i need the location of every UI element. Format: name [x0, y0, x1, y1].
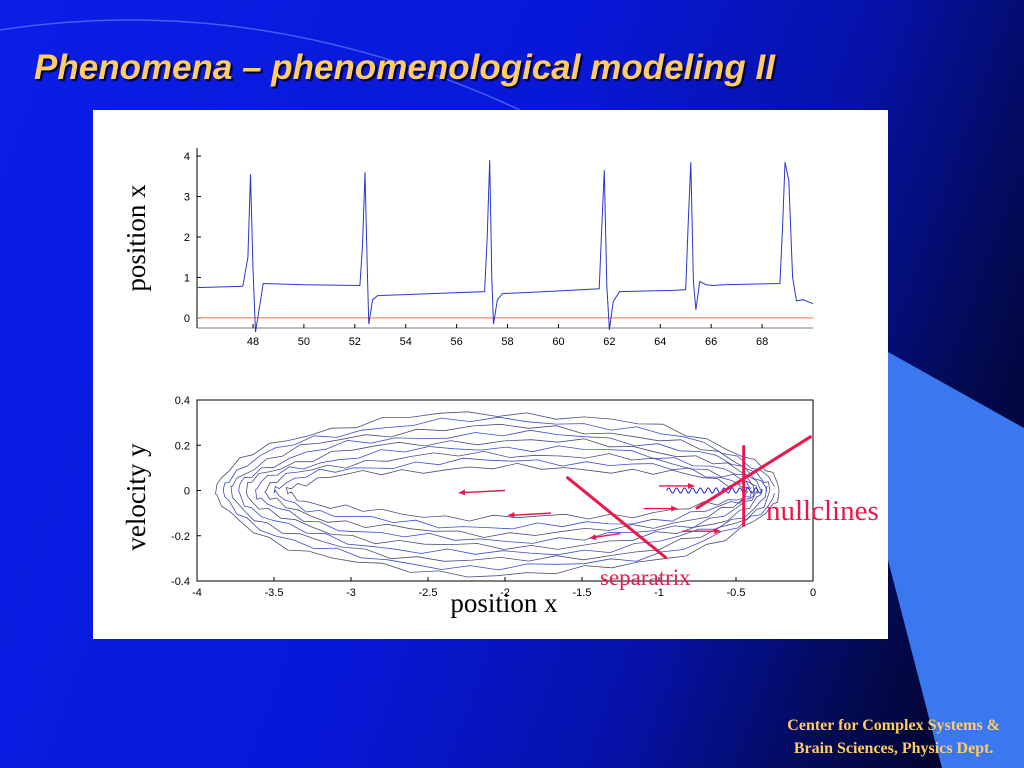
chart2-flow-arrowhead	[508, 512, 515, 519]
footer-line-2: Brain Sciences, Physics Dept.	[793, 740, 994, 757]
chart2-orbit	[238, 429, 768, 556]
chart1-x-tick-label: 52	[349, 336, 361, 348]
chart1-series-line	[196, 160, 814, 333]
chart1-y-tick-label: 4	[184, 151, 190, 163]
chart1-y-axis-label: position x	[121, 184, 151, 292]
chart2-flow-arrowhead	[714, 528, 721, 535]
chart1-x-tick-label: 60	[552, 336, 564, 348]
chart2-x-tick-label: -0.5	[727, 587, 746, 599]
chart2-flow-arrowhead	[688, 482, 695, 489]
chart2-flow-arrow	[458, 489, 506, 494]
chart2-orbit	[264, 450, 755, 538]
chart2-flow-arrowhead	[589, 534, 597, 541]
chart1-x-tick-label: 54	[400, 336, 412, 348]
slide-title: Phenomena – phenomenological modeling II	[34, 48, 775, 87]
nullclines-label: nullclines	[766, 495, 879, 527]
chart1-x-tick-label: 64	[654, 336, 666, 348]
chart2-orbit	[255, 445, 758, 544]
background-swoosh	[0, 19, 521, 111]
footer-line-1: Center for Complex Systems &	[787, 717, 1000, 734]
chart2-flow-arrowhead	[671, 505, 678, 512]
chart2-orbit	[285, 462, 749, 522]
separatrix-label: separatrix	[600, 565, 691, 590]
chart1-x-tick-label: 66	[705, 336, 717, 348]
chart1-x-tick-label: 50	[298, 336, 310, 348]
chart2-nullcline-diagonal-line	[695, 434, 813, 510]
chart2-orbit	[230, 423, 771, 562]
chart2-y-axis-label: velocity y	[121, 443, 151, 551]
chart2-y-tick-label: -0.2	[171, 531, 190, 543]
chart2-x-tick-label: -3.5	[265, 587, 284, 599]
chart2-x-tick-label: -3	[346, 587, 356, 599]
figure-svg: 0 1 2 3 4 48 50 52 54 56 58 60 62 64 66 68 position x 0.4…	[121, 148, 879, 618]
chart1-y-tick-label: 0	[184, 313, 190, 325]
chart2-x-tick-label: -2	[500, 587, 510, 599]
chart1-x-tick-label: 62	[603, 336, 615, 348]
chart2-y-tick-label: 0.4	[175, 395, 190, 407]
chart2-y-tick-label: -0.4	[171, 576, 190, 588]
background-accent-panel	[888, 352, 1024, 768]
chart2-orbit	[222, 416, 775, 571]
chart1-x-tick-label: 68	[756, 336, 768, 348]
chart2-y-tick-label: 0	[184, 486, 190, 498]
chart2-orbit	[215, 411, 780, 578]
chart2-x-tick-label: 0	[810, 587, 816, 599]
chart2-flow-arrowhead	[458, 489, 466, 496]
chart1-y-tick-label: 3	[184, 192, 190, 204]
chart2-orbit	[245, 438, 763, 550]
chart1-y-tick-label: 2	[184, 232, 190, 244]
chart2-x-axis-label: position x	[450, 588, 558, 618]
chart2-x-tick-label: -1.5	[573, 587, 592, 599]
chart2-flow-arrow	[508, 512, 552, 517]
chart1-x-tick-label: 56	[451, 336, 463, 348]
chart2-x-tick-label: -4	[192, 587, 202, 599]
chart1-y-tick-label: 1	[184, 272, 190, 284]
chart2-fixed-point-cluster	[666, 487, 763, 494]
footer: Center for Complex Systems & Brain Scien…	[787, 714, 1000, 760]
chart2-orbit	[273, 457, 752, 530]
chart1-x-tick-label: 58	[501, 336, 513, 348]
chart2-x-tick-label: -1	[654, 587, 664, 599]
chart2-x-tick-label: -2.5	[419, 587, 438, 599]
chart2-separatrix-line	[565, 475, 668, 560]
figure-panel: 0 1 2 3 4 48 50 52 54 56 58 60 62 64 66 68 position x 0.4…	[93, 110, 888, 639]
chart1-x-tick-label: 48	[247, 336, 259, 348]
chart2-y-tick-label: 0.2	[175, 440, 190, 452]
